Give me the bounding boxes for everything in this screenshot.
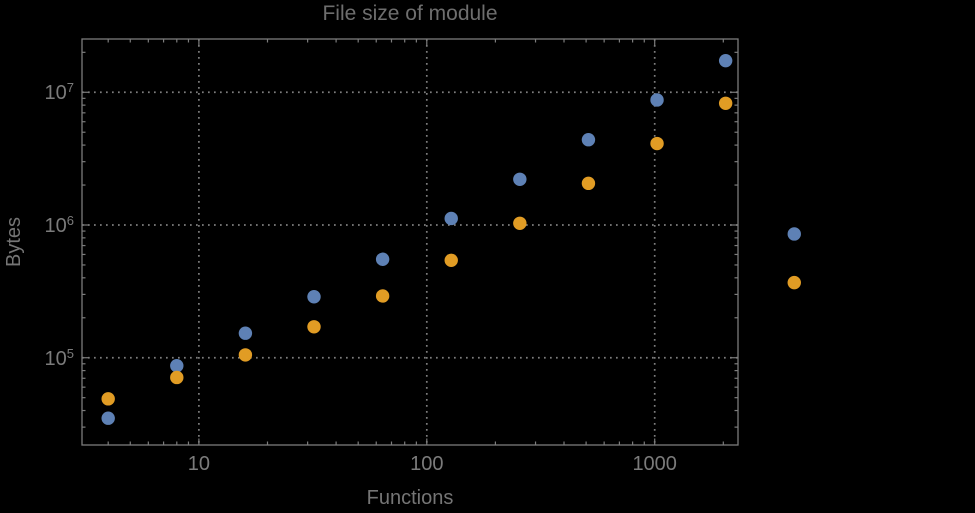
data-point-series-blue [444,211,458,226]
y-tick-label-1e6: 106 [0,214,74,238]
y-tick-exponent: 5 [66,345,74,361]
data-point-series-blue [718,53,733,68]
data-point-series-blue [307,290,321,304]
y-tick-exponent: 6 [66,212,74,228]
data-point-series-orange [513,216,527,230]
y-tick-base: 10 [44,82,67,105]
y-tick-base: 10 [44,347,67,370]
data-point-series-blue [650,93,664,107]
plot-frame [81,38,739,446]
data-point-series-orange [444,253,458,268]
data-point-series-blue [787,227,801,241]
y-axis-label: Bytes [3,216,25,268]
data-point-series-orange [581,176,596,191]
data-point-series-orange [170,370,184,385]
x-axis-label: Functions [366,487,454,509]
chart-title: File size of module [322,2,498,25]
data-point-series-orange [375,289,390,303]
data-point-series-orange [101,392,115,406]
data-point-series-blue [101,411,115,425]
y-tick-base: 10 [44,214,67,237]
x-tick-label-10: 10 [187,453,210,475]
data-point-series-orange [650,136,664,151]
data-point-series-blue [513,172,527,186]
y-tick-label-1e7: 107 [0,81,74,105]
data-point-series-orange [307,320,321,334]
data-point-series-blue [170,359,184,373]
data-point-series-orange [787,275,801,290]
data-point-series-blue [581,133,596,147]
x-tick-label-1000: 1000 [632,453,677,475]
y-tick-exponent: 7 [66,80,74,96]
data-point-series-orange [718,96,733,110]
y-tick-label-1e5: 105 [0,347,74,371]
data-point-series-orange [238,348,253,362]
data-point-series-blue [375,252,390,266]
data-point-series-blue [238,326,253,340]
x-tick-label-100: 100 [410,453,444,475]
